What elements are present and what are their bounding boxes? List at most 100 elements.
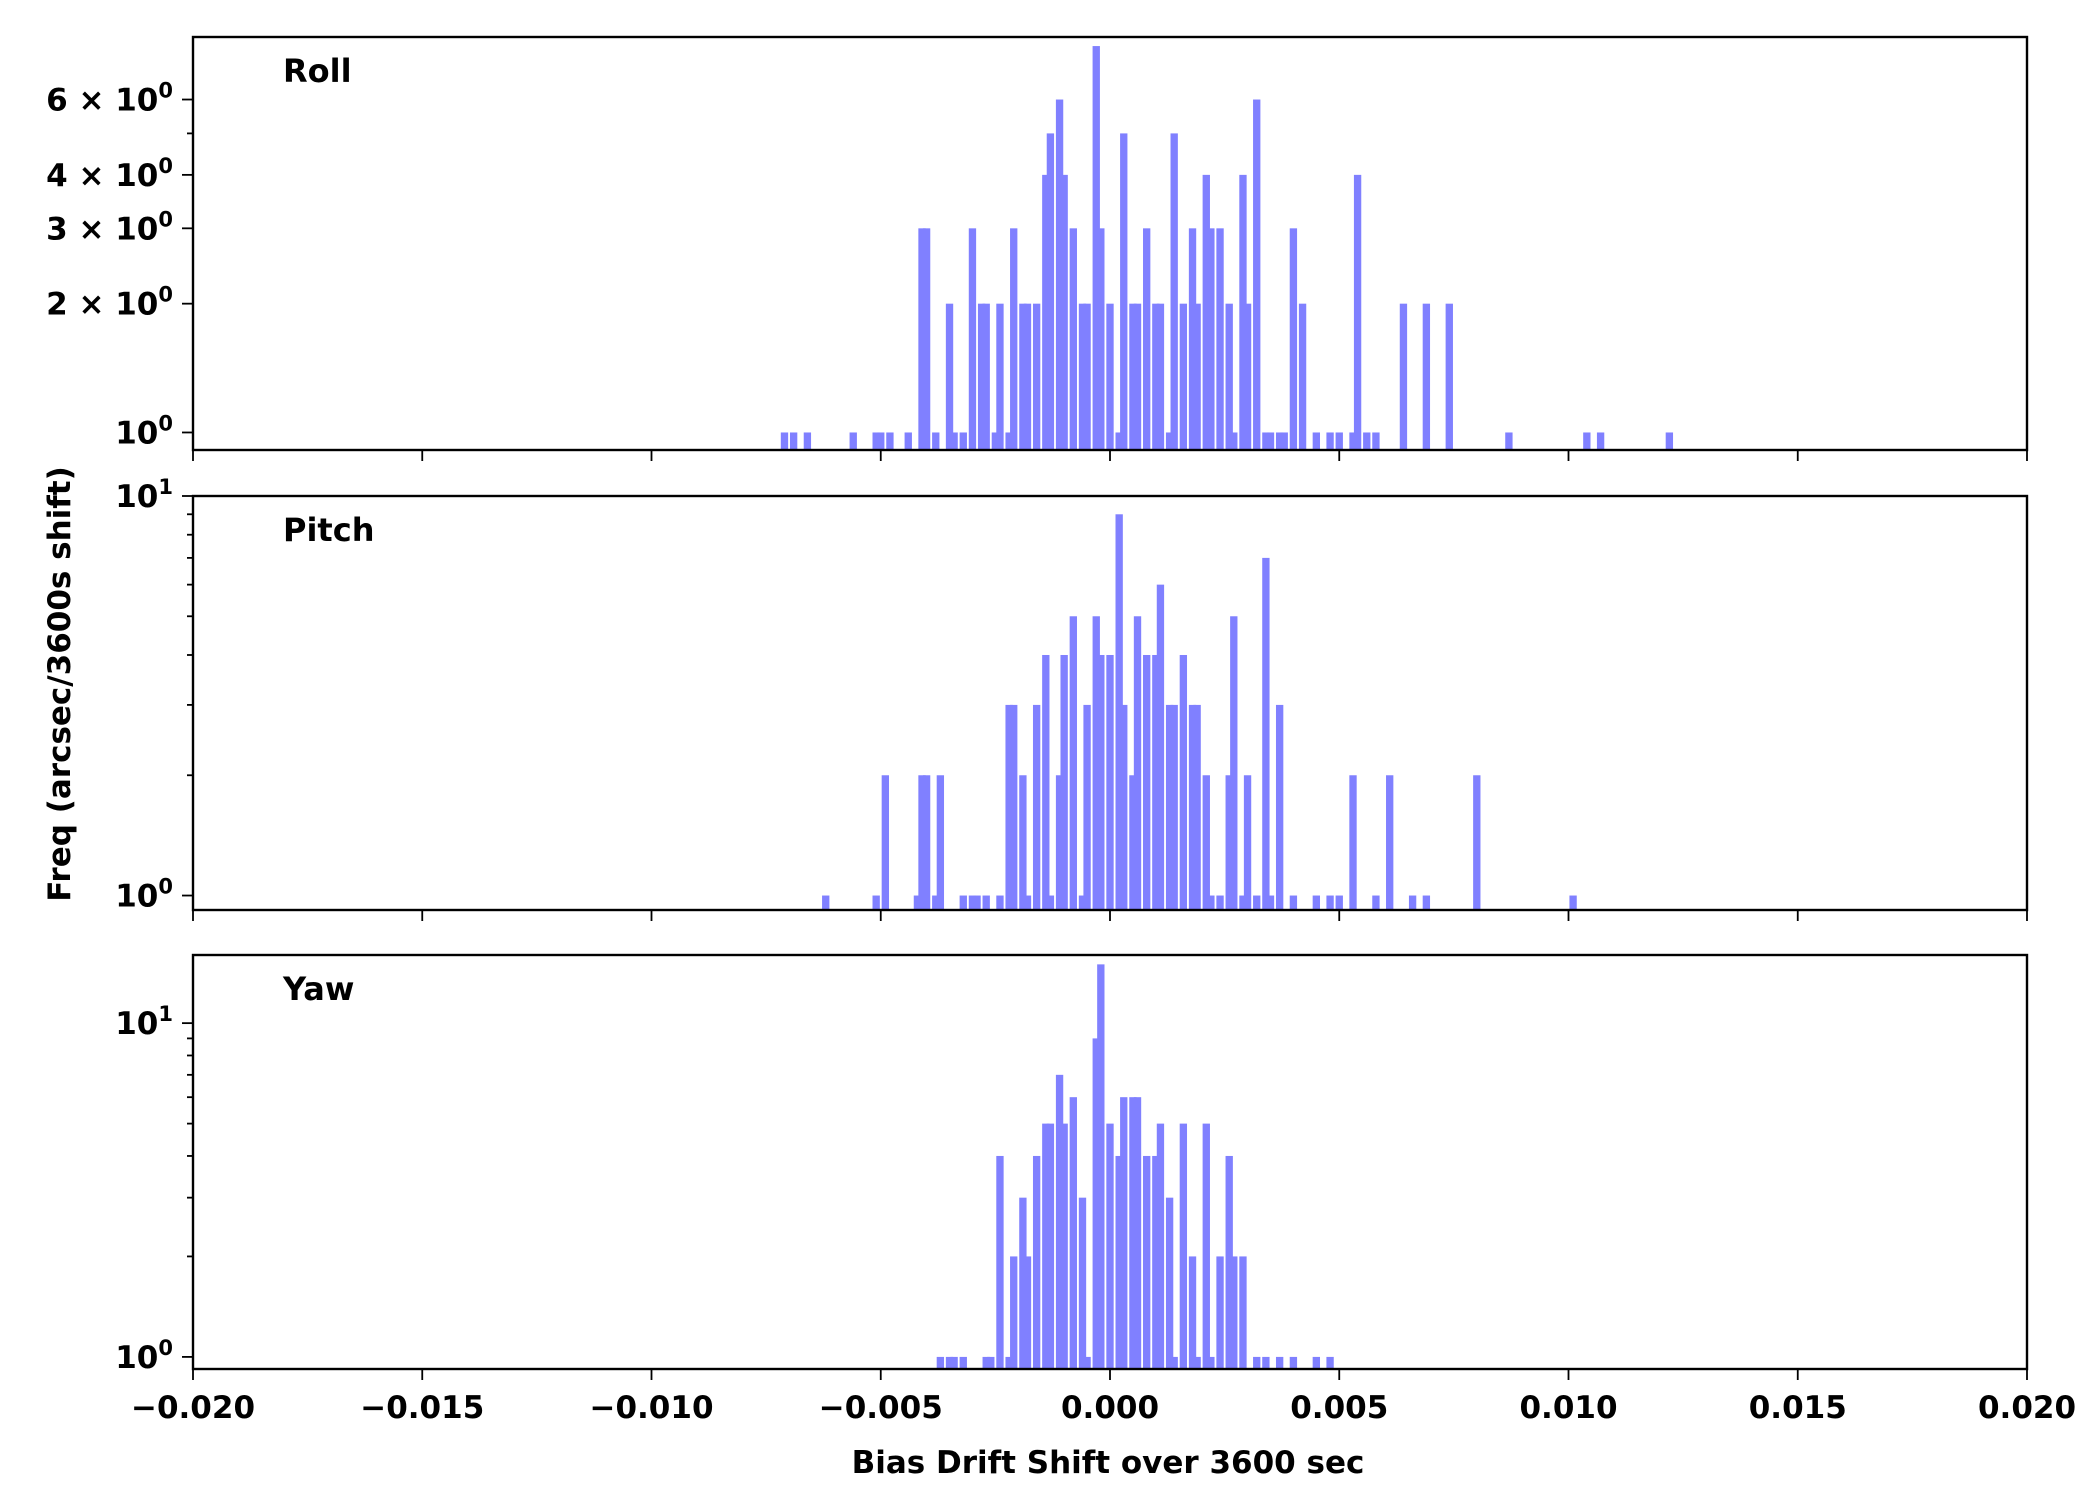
histogram-bar	[1202, 775, 1210, 910]
histogram-bar	[1092, 46, 1100, 450]
histogram-bar	[1129, 303, 1137, 450]
histogram-bar	[973, 895, 981, 910]
y-tick-label: 100	[115, 411, 173, 451]
histogram-bar	[1120, 133, 1128, 450]
histogram-bar	[959, 895, 967, 910]
histogram-bar	[1275, 1356, 1284, 1369]
histogram-bar	[1046, 895, 1055, 910]
histogram-bar	[1207, 1356, 1215, 1369]
histogram-bar	[950, 432, 958, 450]
histogram-bar	[1129, 1097, 1137, 1369]
histogram-bar	[1115, 514, 1123, 910]
histogram-bar	[977, 303, 986, 450]
histogram-bar	[996, 895, 1004, 910]
histogram-bar	[1133, 1097, 1142, 1369]
histogram-bar	[1335, 895, 1343, 910]
histogram-bar	[1115, 432, 1123, 450]
histogram-bar	[1069, 228, 1077, 450]
histogram-bar	[1115, 1155, 1123, 1369]
histogram-bar	[1097, 964, 1105, 1369]
histogram-bar	[1262, 557, 1270, 910]
histogram-bar	[1092, 616, 1100, 910]
histogram-bar	[968, 895, 977, 910]
histogram-bar	[982, 303, 990, 450]
histogram-bar	[1289, 895, 1298, 910]
histogram-bar	[1207, 895, 1215, 910]
histogram-bar	[1596, 432, 1605, 450]
histogram-bar	[872, 432, 880, 450]
histogram-bar	[945, 1356, 954, 1369]
y-tick-label: 4 × 100	[46, 154, 173, 194]
histogram-bar	[1170, 704, 1178, 910]
histogram-bar	[1193, 704, 1201, 910]
histogram-bar	[1143, 654, 1151, 910]
histogram-bar	[1230, 1256, 1238, 1369]
histogram-bar	[913, 895, 922, 910]
histogram-bar	[1097, 654, 1105, 910]
histogram-bar	[1060, 1123, 1068, 1369]
histogram-bar	[1046, 133, 1055, 450]
histogram-bar	[849, 432, 857, 450]
histogram-bar	[1055, 775, 1064, 910]
x-tick-label: 0.020	[1978, 1390, 2076, 1426]
x-axis-label: Bias Drift Shift over 3600 sec	[852, 1445, 1365, 1481]
histogram-bar	[1422, 895, 1431, 910]
x-tick-label: −0.020	[131, 1390, 255, 1426]
histogram-bar	[1225, 775, 1233, 910]
histogram-bar	[1023, 1256, 1032, 1369]
histogram-bar	[1239, 1256, 1247, 1369]
histogram-bar	[959, 432, 967, 450]
histogram-bar	[1133, 616, 1142, 910]
histogram-bar	[1445, 303, 1453, 450]
histogram-bar	[1069, 616, 1077, 910]
histogram-bar	[1312, 895, 1320, 910]
histogram-bar	[1106, 1123, 1114, 1369]
histogram-bar	[1326, 432, 1334, 450]
panel-label: Roll	[283, 52, 352, 90]
histogram-bar	[1156, 303, 1165, 450]
histogram-bar	[1078, 895, 1087, 910]
histogram-bar	[1275, 704, 1284, 910]
histogram-bar	[1262, 432, 1270, 450]
histogram-bar	[1312, 432, 1320, 450]
histogram-bar	[936, 775, 945, 910]
histogram-bar	[1156, 584, 1165, 910]
histogram-bar	[1120, 1097, 1128, 1369]
y-tick-label: 100	[115, 1336, 173, 1376]
histogram-bar	[1349, 775, 1357, 910]
histogram-bar	[1583, 432, 1591, 450]
histogram-bar	[1005, 1356, 1013, 1369]
histogram-bar	[1399, 303, 1408, 450]
histogram-bar	[1230, 616, 1238, 910]
histogram-bar	[1060, 654, 1068, 910]
histogram-bar	[1216, 228, 1224, 450]
histogram-bar	[1193, 303, 1201, 450]
histogram-bar	[1326, 895, 1334, 910]
histogram-bar	[1046, 1123, 1055, 1369]
histogram-bar	[1165, 704, 1174, 910]
histogram-bar	[1266, 895, 1275, 910]
histogram-bar	[1152, 654, 1160, 910]
histogram-bar	[872, 895, 880, 910]
histogram-bar	[1078, 1197, 1087, 1369]
histogram-bar	[1262, 1356, 1270, 1369]
y-tick-label: 2 × 100	[46, 283, 173, 323]
histogram-bar	[968, 228, 977, 450]
histogram-bar	[1372, 432, 1380, 450]
histogram-bar	[1243, 775, 1252, 910]
histogram-bar	[991, 432, 1000, 450]
histogram-bar	[1042, 1123, 1050, 1369]
histogram-bar	[1032, 303, 1041, 450]
histogram-bar	[1289, 1356, 1298, 1369]
histogram-bar	[1156, 1123, 1165, 1369]
histogram-bar	[1152, 303, 1160, 450]
histogram-bar	[1266, 432, 1275, 450]
histogram-bar	[886, 432, 894, 450]
x-tick-label: 0.000	[1061, 1390, 1159, 1426]
histogram-bar	[1239, 174, 1247, 450]
histogram-bar	[780, 432, 789, 450]
panel-pitch: 100 101 Pitch	[115, 475, 2029, 921]
histogram-bar	[1133, 303, 1142, 450]
y-tick-label: 101	[115, 475, 173, 515]
histogram-bar	[982, 1356, 990, 1369]
